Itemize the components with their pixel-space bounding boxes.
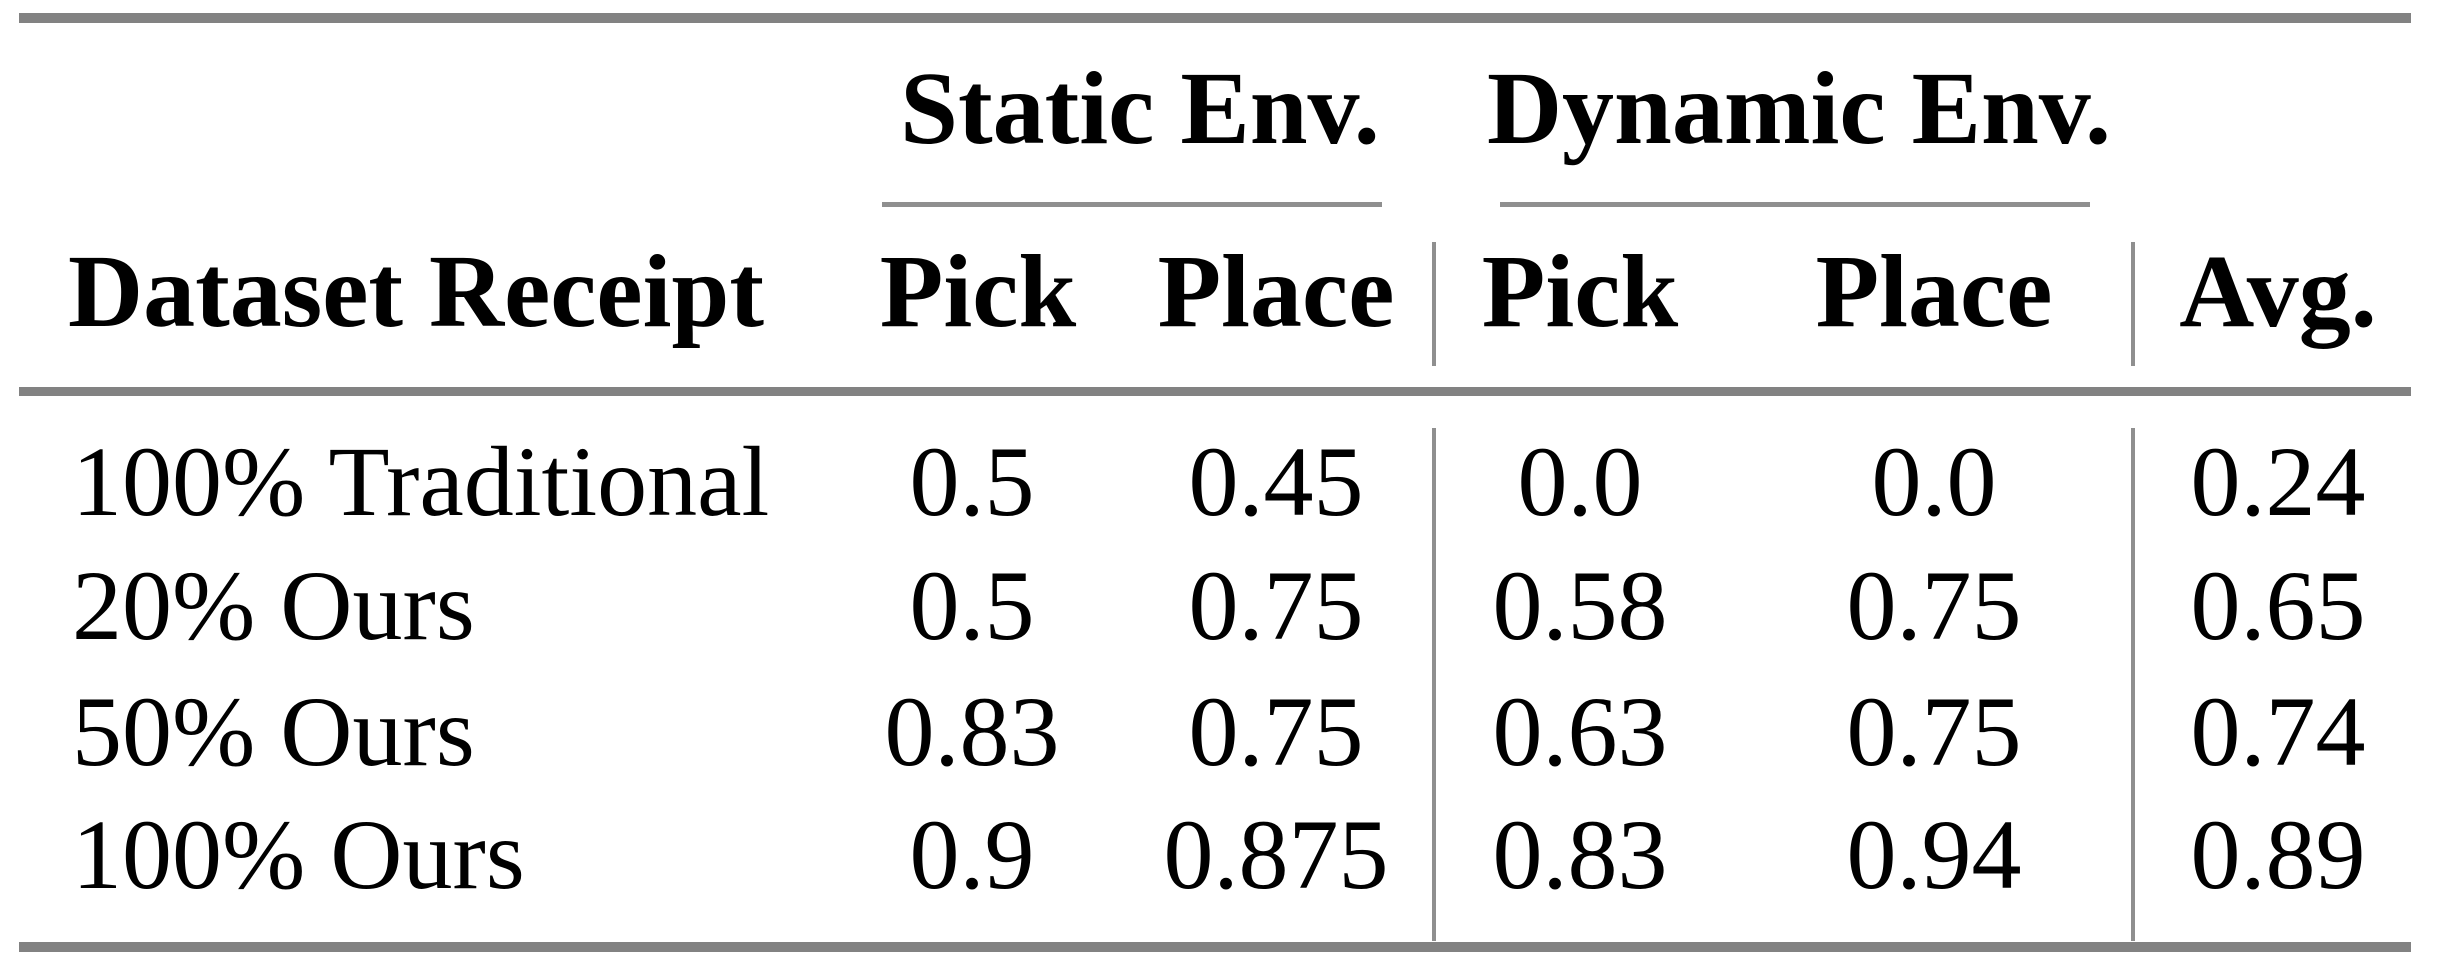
cell-value: 0.65: [2190, 550, 2366, 661]
static-env-cmidrule: [882, 202, 1382, 207]
column-header-static-place: Place: [1157, 234, 1395, 349]
cell-value: 0.83: [884, 676, 1060, 787]
table-mid-rule: [19, 387, 2411, 396]
cell-value: 0.5: [909, 426, 1035, 537]
cell-value: 0.24: [2190, 426, 2366, 537]
cell-value: 0.875: [1163, 799, 1389, 910]
cell-value: 0.75: [1846, 676, 2022, 787]
cell-value: 0.9: [909, 799, 1035, 910]
body-vertical-rule-right: [2131, 428, 2135, 941]
cell-value: 0.74: [2190, 676, 2366, 787]
table-bottom-rule: [19, 942, 2411, 952]
cell-value: 0.75: [1188, 676, 1364, 787]
row-label: 20% Ours: [72, 550, 475, 661]
table-top-rule: [19, 13, 2411, 23]
column-header-avg: Avg.: [2179, 234, 2377, 349]
row-label: 100% Traditional: [72, 426, 770, 537]
cell-value: 0.5: [909, 550, 1035, 661]
cell-value: 0.45: [1188, 426, 1364, 537]
cell-value: 0.75: [1846, 550, 2022, 661]
cell-value: 0.0: [1871, 426, 1997, 537]
body-vertical-rule-left: [1432, 428, 1436, 941]
column-header-dynamic-place: Place: [1815, 234, 2053, 349]
row-label: 100% Ours: [72, 799, 525, 910]
cell-value: 0.75: [1188, 550, 1364, 661]
column-header-dynamic-pick: Pick: [1481, 234, 1679, 349]
cell-value: 0.63: [1492, 676, 1668, 787]
column-header-dataset-receipt: Dataset Receipt: [68, 234, 764, 349]
cell-value: 0.89: [2190, 799, 2366, 910]
cell-value: 0.94: [1846, 799, 2022, 910]
group-header-static-env: Static Env.: [900, 51, 1380, 166]
column-header-static-pick: Pick: [879, 234, 1077, 349]
dynamic-env-cmidrule: [1500, 202, 2090, 207]
group-header-dynamic-env: Dynamic Env.: [1486, 51, 2112, 166]
cell-value: 0.83: [1492, 799, 1668, 910]
header-vertical-rule-right: [2131, 242, 2135, 366]
cell-value: 0.58: [1492, 550, 1668, 661]
header-vertical-rule-left: [1432, 242, 1436, 366]
cell-value: 0.0: [1517, 426, 1643, 537]
row-label: 50% Ours: [72, 676, 475, 787]
